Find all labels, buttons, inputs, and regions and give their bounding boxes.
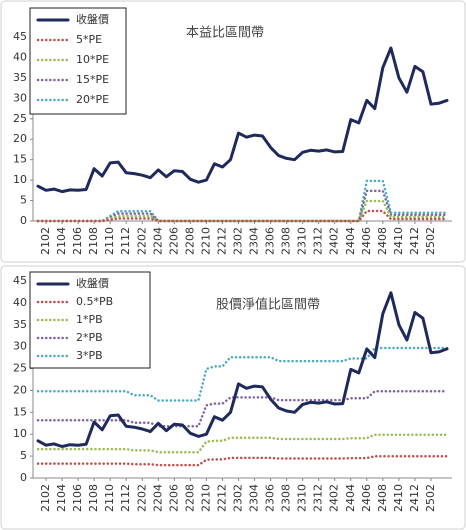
legend-label: 10*PE [76, 53, 109, 66]
x-tick-label: 2212 [215, 484, 228, 512]
x-tick-label: 2206 [167, 484, 180, 512]
legend-label: 20*PE [76, 93, 109, 106]
x-tick-label: 2412 [408, 227, 421, 255]
series-line [36, 455, 449, 467]
x-tick-label: 2310 [296, 484, 309, 512]
x-tick-label: 2406 [360, 484, 373, 512]
series-line [36, 433, 449, 454]
y-tick-label: 20 [13, 383, 27, 396]
chart-title: 股價淨值比區間帶 [216, 297, 320, 313]
legend-label: 5*PE [76, 33, 102, 46]
x-tick-label: 2408 [376, 484, 389, 512]
series-line [36, 390, 449, 428]
x-tick-label: 2108 [87, 484, 100, 512]
x-tick-label: 2206 [167, 227, 180, 255]
x-tick-label: 2406 [360, 227, 373, 255]
legend-label: 收盤價 [76, 12, 109, 26]
x-tick-label: 2410 [392, 484, 405, 512]
x-tick-label: 2208 [183, 227, 196, 255]
x-tick-label: 2210 [199, 227, 212, 255]
y-tick-label: 15 [13, 153, 27, 166]
x-tick-label: 2102 [39, 484, 52, 512]
x-tick-label: 2502 [424, 484, 437, 512]
y-tick-label: 45 [13, 274, 27, 287]
legend-label: 1*PB [76, 313, 103, 326]
y-tick-label: 35 [13, 71, 27, 84]
y-tick-label: 0 [20, 214, 27, 227]
x-tick-label: 2312 [312, 227, 325, 255]
y-tick-label: 5 [20, 194, 27, 207]
y-tick-label: 45 [13, 30, 27, 43]
x-tick-label: 2502 [424, 227, 437, 255]
y-tick-label: 15 [13, 405, 27, 418]
x-tick-label: 2108 [87, 227, 100, 255]
y-tick-label: 30 [13, 91, 27, 104]
series-line [36, 291, 449, 448]
x-tick-label: 2204 [151, 484, 164, 512]
x-tick-label: 2306 [264, 227, 277, 255]
y-tick-label: 10 [13, 427, 27, 440]
x-tick-label: 2308 [280, 227, 293, 255]
chart-title: 本益比區間帶 [186, 26, 264, 41]
y-tick-label: 35 [13, 318, 27, 331]
x-tick-label: 2204 [151, 227, 164, 255]
x-tick-label: 2112 [119, 484, 132, 512]
x-tick-label: 2306 [264, 484, 277, 512]
x-tick-label: 2104 [55, 227, 68, 255]
legend-label: 0.5*PB [76, 295, 113, 308]
y-tick-label: 25 [13, 362, 27, 375]
y-tick-label: 20 [13, 132, 27, 145]
legend-label: 2*PB [76, 331, 103, 344]
y-tick-label: 25 [13, 112, 27, 125]
x-tick-label: 2404 [344, 227, 357, 255]
x-tick-label: 2408 [376, 227, 389, 255]
x-tick-label: 2112 [119, 227, 132, 255]
x-tick-label: 2210 [199, 484, 212, 512]
y-tick-label: 30 [13, 340, 27, 353]
x-tick-label: 2202 [135, 227, 148, 255]
y-tick-label: 10 [13, 173, 27, 186]
x-tick-label: 2302 [231, 484, 244, 512]
x-tick-label: 2312 [312, 484, 325, 512]
x-tick-label: 2106 [71, 484, 84, 512]
x-tick-label: 2412 [408, 484, 421, 512]
x-tick-label: 2402 [328, 227, 341, 255]
series-line [36, 46, 449, 194]
y-tick-label: 40 [13, 50, 27, 63]
x-tick-label: 2208 [183, 484, 196, 512]
x-tick-label: 2308 [280, 484, 293, 512]
x-tick-label: 2402 [328, 484, 341, 512]
x-tick-label: 2104 [55, 484, 68, 512]
legend-label: 收盤價 [76, 276, 109, 290]
x-tick-label: 2410 [392, 227, 405, 255]
x-tick-label: 2302 [231, 227, 244, 255]
x-tick-label: 2110 [103, 227, 116, 255]
series-line [36, 199, 449, 223]
y-tick-label: 5 [20, 449, 27, 462]
legend-label: 15*PE [76, 73, 109, 86]
x-tick-label: 2304 [248, 484, 261, 512]
x-tick-label: 2212 [215, 227, 228, 255]
x-tick-label: 2304 [248, 227, 261, 255]
y-tick-label: 40 [13, 296, 27, 309]
y-tick-label: 0 [20, 471, 27, 484]
x-tick-label: 2102 [39, 227, 52, 255]
x-tick-label: 2404 [344, 484, 357, 512]
x-tick-label: 2310 [296, 227, 309, 255]
x-tick-label: 2106 [71, 227, 84, 255]
x-tick-label: 2202 [135, 484, 148, 512]
series-line [36, 209, 449, 223]
x-tick-label: 2110 [103, 484, 116, 512]
legend-label: 3*PB [76, 349, 103, 362]
